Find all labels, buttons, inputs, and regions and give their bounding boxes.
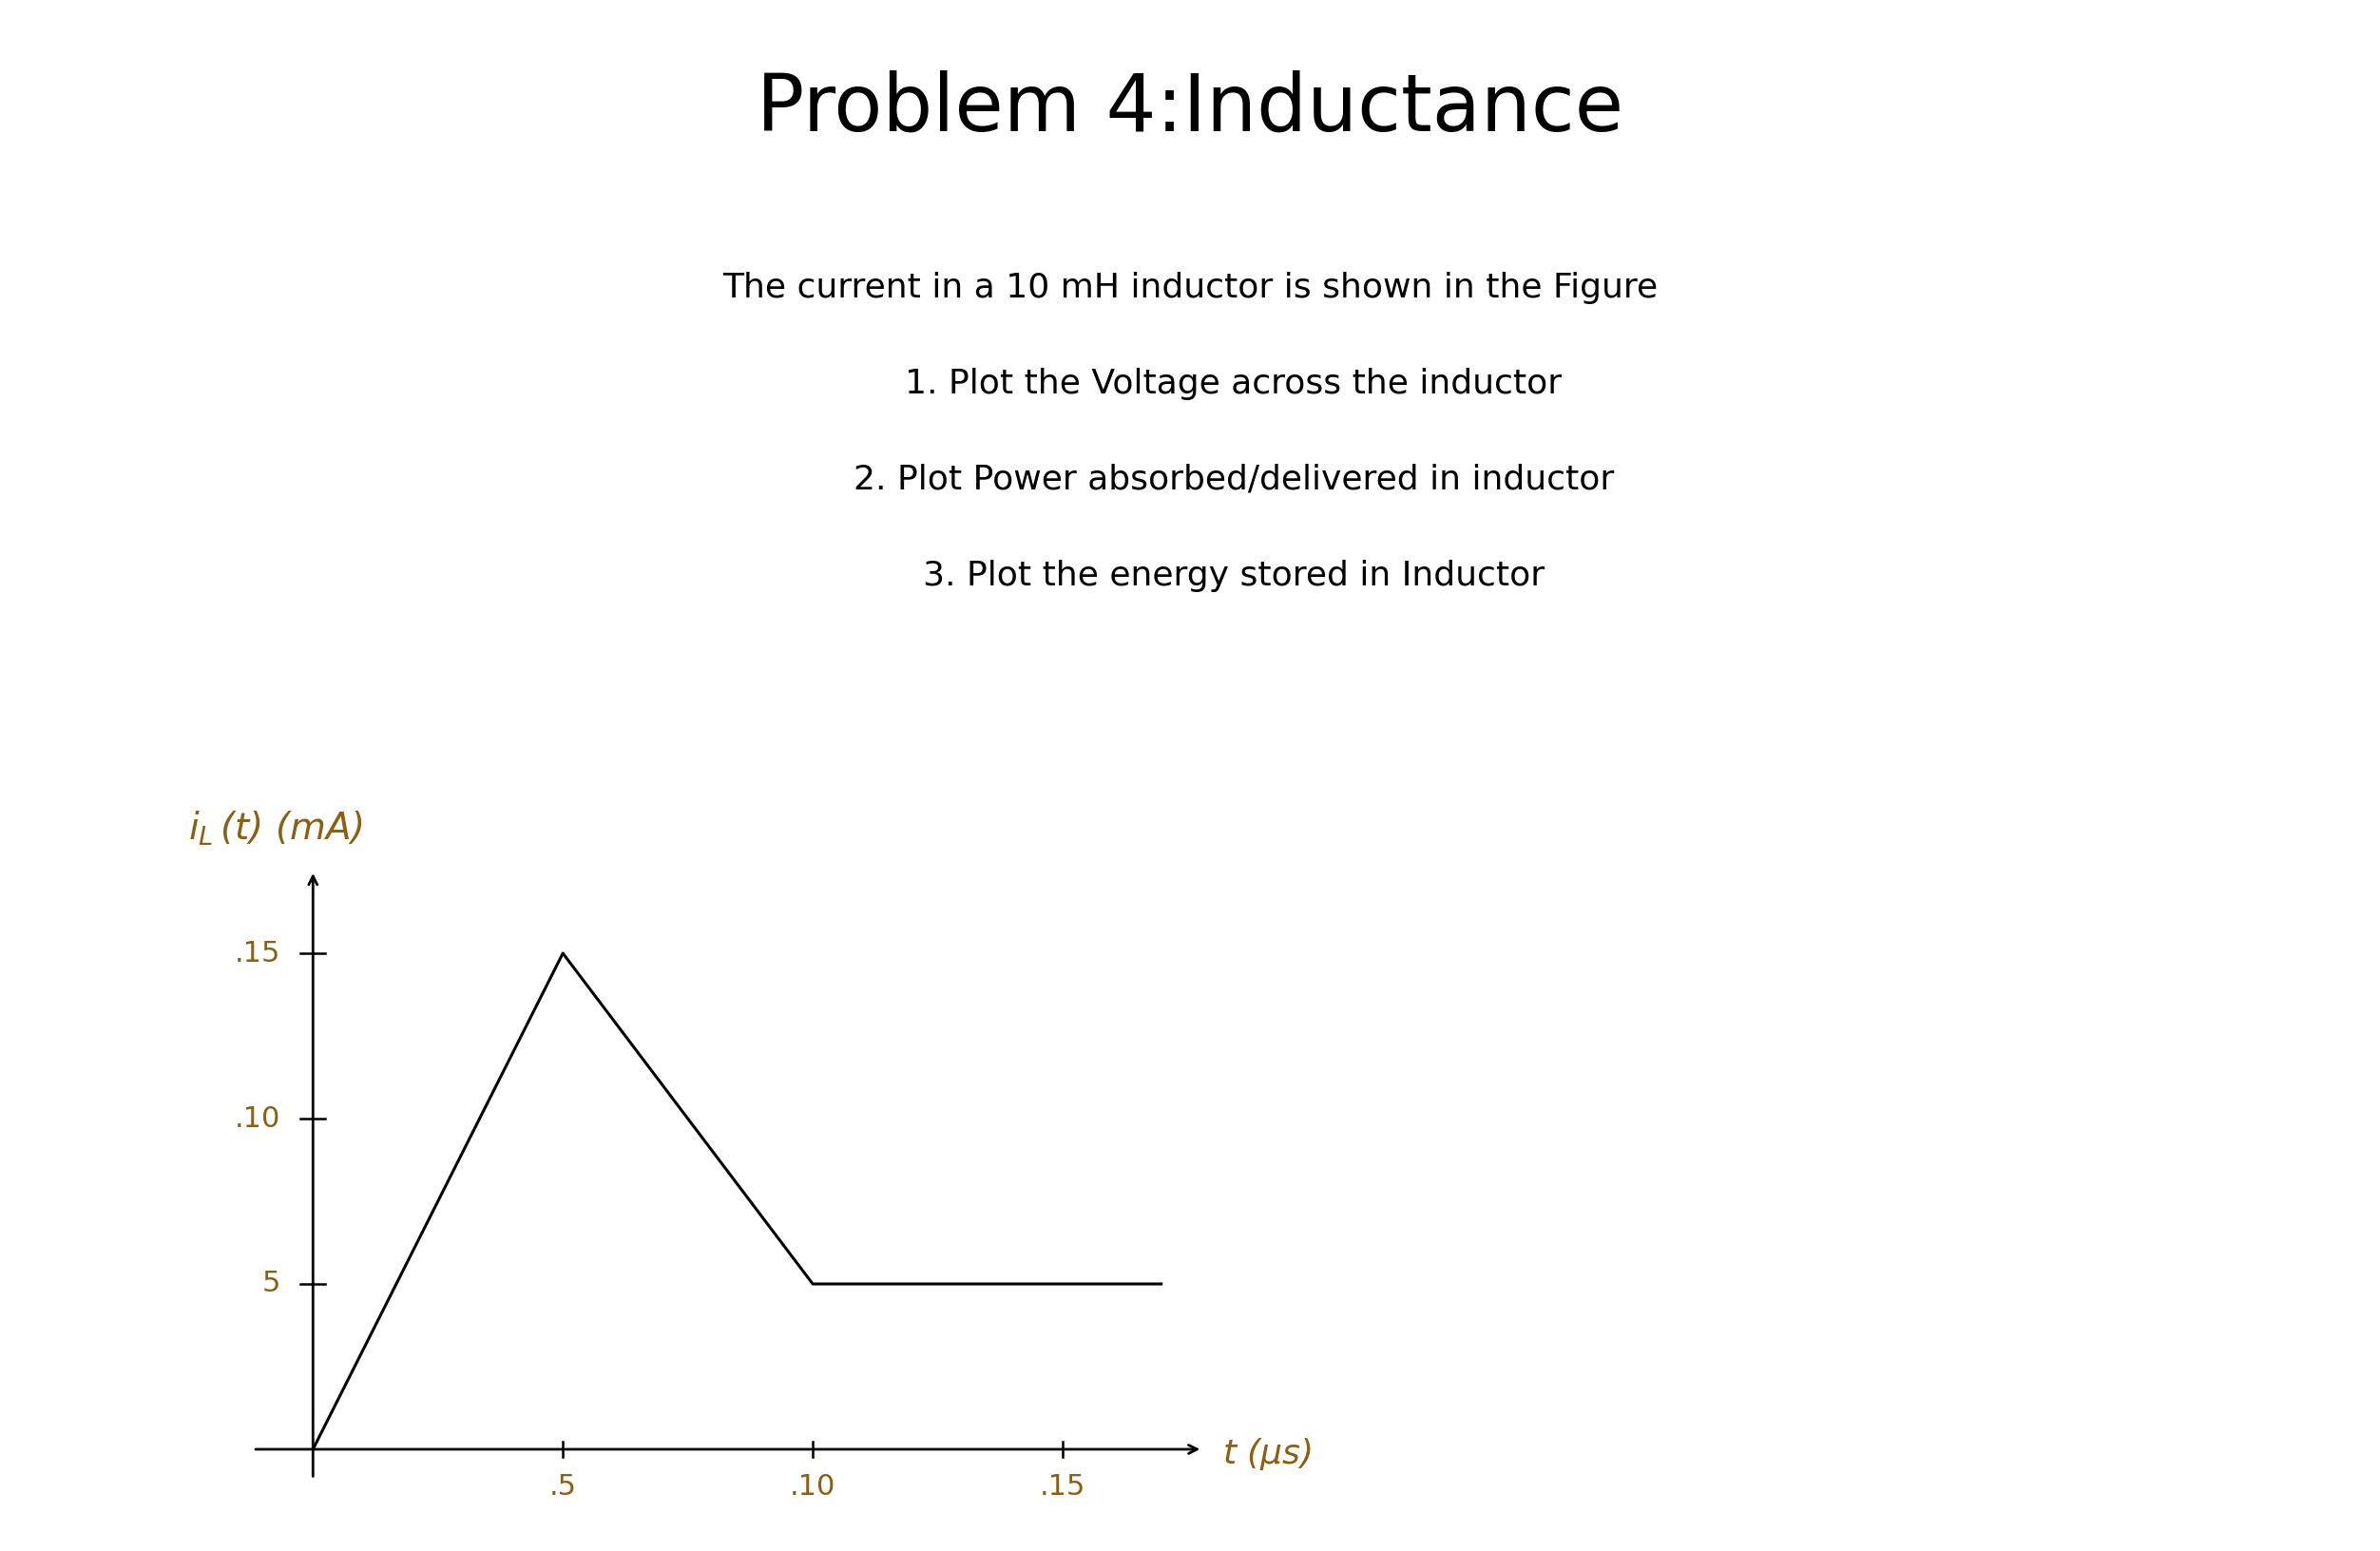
Text: .10: .10 [236, 1104, 281, 1132]
Text: 2. Plot Power absorbed/delivered in inductor: 2. Plot Power absorbed/delivered in indu… [766, 464, 1614, 496]
Text: The current in a 10 mH inductor is shown in the Figure: The current in a 10 mH inductor is shown… [721, 271, 1659, 304]
Text: .15: .15 [1040, 1473, 1085, 1501]
Text: $i_L\,$(t) (mA): $i_L\,$(t) (mA) [188, 810, 364, 847]
Text: Problem 4:Inductance: Problem 4:Inductance [757, 70, 1623, 147]
Text: .5: .5 [550, 1473, 576, 1501]
Text: .15: .15 [236, 940, 281, 968]
Text: 1. Plot the Voltage across the inductor: 1. Plot the Voltage across the inductor [819, 368, 1561, 400]
Text: .10: .10 [790, 1473, 835, 1501]
Text: 5: 5 [262, 1270, 281, 1298]
Text: 3. Plot the energy stored in Inductor: 3. Plot the energy stored in Inductor [835, 560, 1545, 592]
Text: $t$ ($\mu$s): $t$ ($\mu$s) [1223, 1436, 1311, 1472]
